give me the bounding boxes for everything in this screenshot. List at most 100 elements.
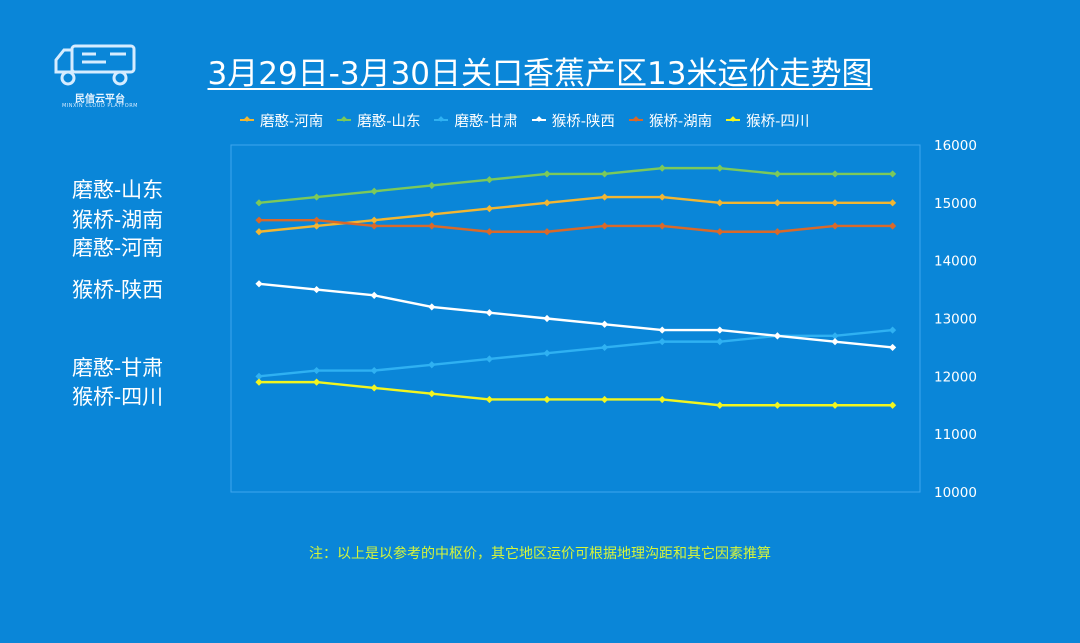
data-point-2-8 [658,164,666,172]
data-point-2-7 [601,170,609,178]
data-point-4-9 [716,326,724,334]
y-tick-label: 15000 [934,196,977,212]
data-point-3-5 [485,355,493,363]
data-point-1-3 [370,216,378,224]
data-point-3-2 [313,366,321,375]
series-line-5 [259,218,893,233]
data-point-5-2 [313,216,321,224]
side-label-1: 磨憨-山东 [72,178,164,202]
data-point-1-2 [313,222,321,230]
data-point-1-5 [485,205,493,213]
legend-marker-3 [434,115,449,125]
data-point-2-12 [889,170,897,178]
legend-item-3: 磨憨-甘肃 [434,110,518,131]
legend-label-4: 猴桥-陕西 [551,113,615,130]
data-point-2-10 [773,170,781,178]
data-point-6-3 [370,384,378,392]
data-point-2-9 [716,164,724,172]
data-point-6-5 [485,395,493,404]
data-point-1-6 [543,199,551,207]
legend-marker-5 [628,115,643,125]
logo: 民信云平台 MINXIN CLOUD PLATFORM [50,40,150,115]
y-tick-label: 14000 [934,254,977,270]
chart-title-text: 3月29日-3月30日关口香蕉产区13米运价走势图 [207,56,873,92]
series-line-4 [258,282,893,349]
logo-subtext: MINXIN CLOUD PLATFORM [62,103,138,109]
data-point-4-6 [543,314,551,323]
legend-label-5: 猴桥-湖南 [648,113,713,130]
data-point-5-5 [485,228,493,236]
chart-title: 3月29日-3月30日关口香蕉产区13米运价走势图 [0,48,1080,93]
footnote: 注：以上是以参考的中枢价，其它地区运价可根据地理沟距和其它因素推算 [309,546,771,562]
legend-item-4: 猴桥-陕西 [531,110,615,131]
data-point-2-11 [831,170,839,178]
data-point-6-9 [716,401,724,409]
data-point-5-1 [255,216,263,224]
data-point-4-3 [370,291,378,299]
data-point-4-10 [773,332,781,340]
data-point-1-9 [716,199,724,207]
side-label-5: 磨憨-甘肃 [72,356,164,380]
legend-label-2: 磨憨-山东 [357,113,421,130]
data-point-5-8 [658,222,666,230]
data-point-4-4 [428,303,436,311]
data-point-3-3 [370,366,378,375]
data-point-3-12 [889,326,897,334]
data-point-6-4 [428,390,436,398]
data-point-3-1 [255,372,263,380]
legend-item-2: 磨憨-山东 [337,110,420,131]
y-tick-label: 10000 [934,485,977,501]
series-line-1 [258,195,893,233]
data-point-4-12 [889,343,897,352]
legend: 磨憨-河南 磨憨-山东 磨憨-甘肃 猴桥-陕西 猴桥-湖南 猴桥-四川 [240,110,809,130]
data-point-6-6 [543,395,551,404]
data-point-5-4 [428,222,436,230]
legend-item-1: 磨憨-河南 [240,110,323,131]
data-point-4-5 [485,309,493,317]
data-point-1-8 [658,193,666,201]
side-label-2: 猴桥-湖南 [72,208,164,232]
data-point-1-1 [255,228,263,236]
truck-icon [54,44,136,86]
y-tick-label: 16000 [934,138,977,154]
data-point-6-8 [658,395,666,404]
data-point-4-7 [601,320,609,328]
side-label-6: 猴桥-四川 [72,385,164,409]
side-label-4: 猴桥-陕西 [72,278,164,302]
side-label-3: 磨憨-河南 [72,236,164,260]
data-point-2-3 [370,187,378,195]
data-point-4-2 [313,285,321,294]
data-point-2-4 [428,181,436,190]
legend-marker-4 [531,115,546,125]
data-point-2-2 [313,193,321,201]
data-point-3-4 [428,361,436,369]
legend-label-1: 磨憨-河南 [260,113,324,130]
data-point-2-1 [255,199,263,207]
data-point-5-9 [716,228,724,236]
legend-label-3: 磨憨-甘肃 [454,113,518,130]
data-point-3-8 [658,338,666,346]
data-point-5-6 [543,228,551,236]
data-point-5-7 [601,222,609,230]
series-line-2 [258,166,893,205]
logo-text: 民信云平台 [75,94,125,105]
data-point-1-11 [831,199,839,207]
data-point-3-9 [716,338,724,346]
data-point-3-6 [543,349,551,357]
data-point-6-1 [255,378,263,386]
data-point-5-10 [773,228,781,236]
data-point-1-10 [773,199,781,207]
data-point-5-11 [831,222,839,230]
data-point-6-7 [601,395,609,404]
data-point-4-11 [831,338,839,346]
data-point-6-11 [831,401,839,409]
data-point-2-5 [485,176,493,184]
legend-marker-1 [240,115,254,125]
data-point-1-7 [601,193,609,201]
series-line-6 [259,380,893,407]
data-point-2-6 [543,170,551,178]
data-point-5-12 [889,222,897,230]
data-point-5-3 [370,222,378,230]
